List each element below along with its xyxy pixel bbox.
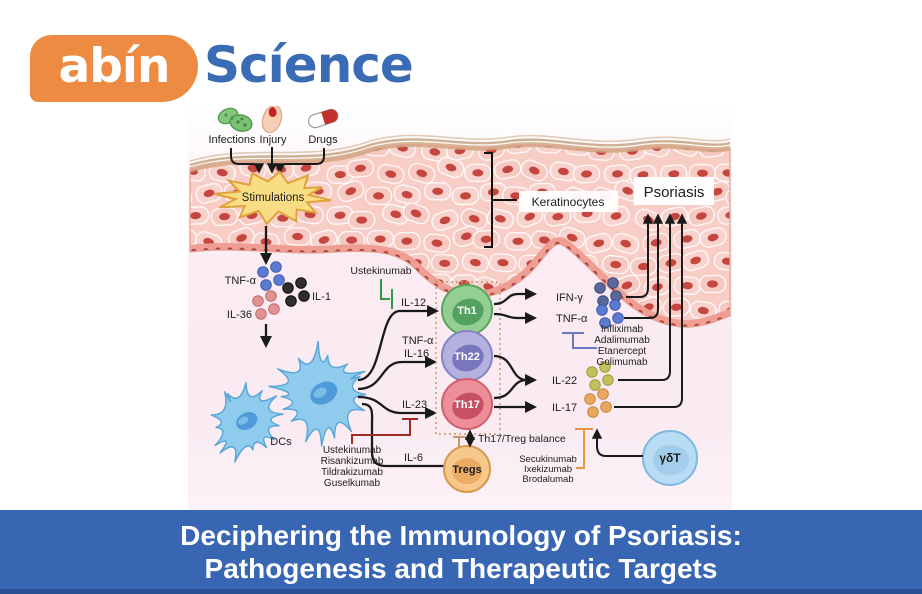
il6-label: IL-6: [404, 452, 423, 464]
svg-text:Tregs: Tregs: [452, 464, 481, 476]
svg-text:Tildrakizumab: Tildrakizumab: [321, 467, 383, 478]
th17-cell: Th17: [441, 378, 493, 430]
il23-label: IL-23: [402, 399, 427, 411]
svg-text:Th1: Th1: [457, 305, 477, 317]
stimulations-burst: Stimulations: [214, 170, 332, 226]
ustekinumab-green-label: Ustekinumab: [350, 265, 411, 277]
stimulations-label: Stimulations: [242, 192, 305, 204]
il36-label: IL-36: [227, 309, 252, 321]
keratinocytes-label: Keratinocytes: [519, 191, 618, 212]
il36-dots: [252, 290, 280, 320]
psoriasis-pathway-diagram: Keratinocytes Infections Injury Drugs: [188, 106, 732, 512]
drugs-icon: [307, 108, 339, 129]
infections-icon: [217, 107, 253, 132]
svg-text:Guselkumab: Guselkumab: [324, 478, 381, 489]
svg-text:Psoriasis: Psoriasis: [644, 184, 705, 201]
th22-cell: Th22: [441, 330, 493, 382]
trigger-arrows: [230, 147, 325, 174]
drugs-label: Drugs: [308, 134, 338, 146]
banner-line1: Deciphering the Immunology of Psoriasis:: [180, 520, 742, 551]
il17-dots: [584, 388, 612, 418]
svg-text:Secukinumab: Secukinumab: [519, 454, 577, 465]
ifn-gamma-dots: [594, 277, 622, 307]
svg-text:Brodalumab: Brodalumab: [522, 474, 573, 485]
il16-label: IL-16: [404, 348, 429, 360]
dendritic-cells: [210, 340, 367, 463]
balance-inhibit-tick: [453, 436, 465, 447]
svg-text:Ixekizumab: Ixekizumab: [524, 464, 572, 475]
psoriasis-label: Psoriasis: [634, 177, 714, 205]
il12-label: IL-12: [401, 297, 426, 309]
ifn-gamma-label: IFN-γ: [556, 292, 583, 304]
il17-label: IL-17: [552, 402, 577, 414]
svg-text:Adalimumab: Adalimumab: [594, 335, 650, 346]
tnf-alpha-left-label: TNF-α: [225, 275, 257, 287]
injury-label: Injury: [260, 134, 287, 146]
logo-science-text: Scíence: [204, 36, 414, 94]
il1-label: IL-1: [312, 291, 331, 303]
th1-cell: Th1: [441, 284, 493, 336]
logo-abin-box: abín: [30, 34, 198, 102]
svg-text:Th17: Th17: [454, 399, 480, 411]
dcs-label: DCs: [270, 436, 292, 448]
title-banner: Deciphering the Immunology of Psoriasis:…: [0, 510, 922, 594]
svg-text:Infliximab: Infliximab: [601, 324, 644, 335]
tnf-alpha-mid-label: TNF-α: [402, 335, 434, 347]
arrow-gdt-to-il17: [591, 428, 643, 457]
il22-dots: [586, 361, 614, 391]
tnf-alpha-right-dots: [596, 299, 624, 329]
il17-inhibitor-block: Secukinumab Ixekizumab Brodalumab: [519, 428, 593, 485]
gamma-delta-t-cell: γδT: [642, 430, 698, 486]
il12-inhibitor: Ustekinumab: [350, 265, 412, 309]
tnf-alpha-right-label: TNF-α: [556, 313, 588, 325]
tnf-inhibitor-block: Infliximab Adalimumab Etanercept Golimum…: [562, 324, 650, 368]
il1-dots: [282, 277, 310, 307]
svg-text:Keratinocytes: Keratinocytes: [532, 195, 605, 209]
keratinocytes-bracket: [484, 152, 517, 248]
il23-inhibitor-block: Ustekinumab Risankizumab Tildrakizumab G…: [321, 418, 418, 489]
tnf-alpha-dots-left: [257, 261, 285, 291]
svg-text:Golimumab: Golimumab: [596, 357, 648, 368]
svg-text:γδT: γδT: [659, 451, 681, 465]
injury-icon: [261, 106, 283, 134]
infections-label: Infections: [208, 134, 256, 146]
logo-abin-text: abín: [58, 38, 171, 94]
svg-text:Etanercept: Etanercept: [598, 346, 647, 357]
il22-label: IL-22: [552, 375, 577, 387]
svg-text:Ustekinumab: Ustekinumab: [323, 445, 382, 456]
brand-logo: abín Scíence: [30, 33, 414, 103]
tcell-output-arrows: [493, 288, 537, 413]
banner-line2: Pathogenesis and Therapeutic Targets: [204, 553, 718, 584]
svg-text:Th22: Th22: [454, 351, 480, 363]
svg-text:Risankizumab: Risankizumab: [321, 456, 384, 467]
banner-bottom-strip: [0, 589, 922, 594]
tregs-cell: Tregs: [443, 445, 491, 493]
balance-label: Th17/Treg balance: [478, 433, 566, 445]
psoriasis-feedback-arrows: [614, 213, 688, 408]
